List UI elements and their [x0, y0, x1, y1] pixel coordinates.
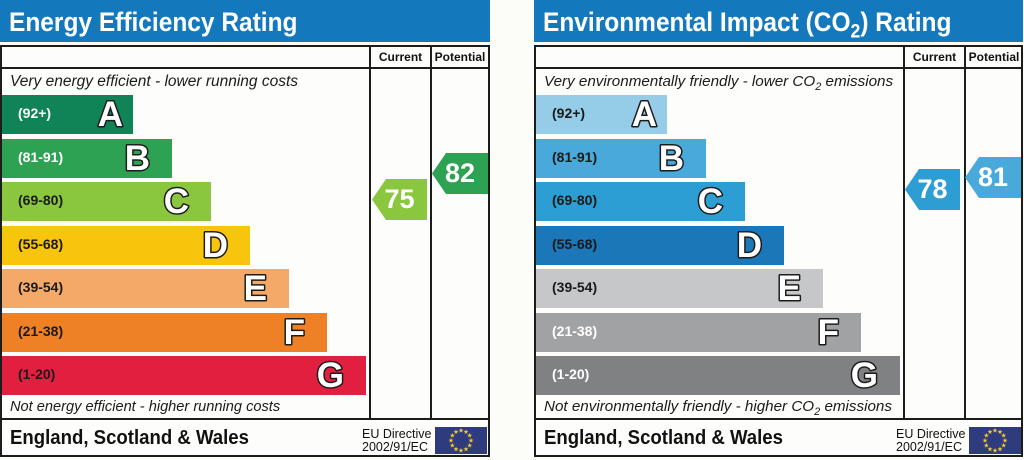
svg-text:G: G — [851, 356, 878, 395]
svg-text:G: G — [317, 356, 344, 395]
svg-text:D: D — [737, 226, 762, 265]
svg-text:E: E — [244, 269, 267, 308]
svg-text:C: C — [164, 182, 189, 221]
svg-text:F: F — [818, 313, 839, 352]
svg-text:A: A — [632, 95, 657, 134]
svg-text:E: E — [778, 269, 801, 308]
svg-text:F: F — [284, 313, 305, 352]
svg-text:D: D — [203, 226, 228, 265]
svg-text:B: B — [125, 139, 150, 178]
svg-text:C: C — [698, 182, 723, 221]
svg-text:B: B — [659, 139, 684, 178]
svg-text:A: A — [98, 95, 123, 134]
